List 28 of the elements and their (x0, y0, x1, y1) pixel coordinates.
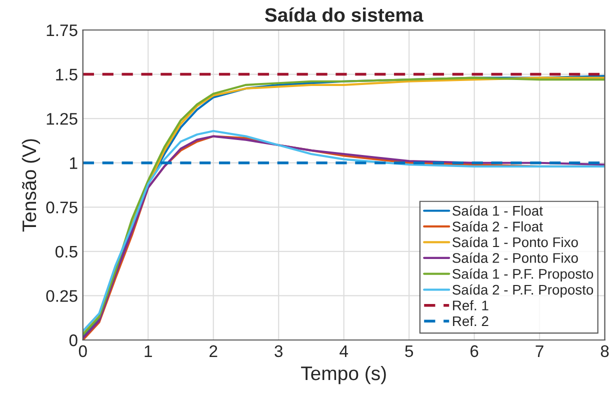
chart-title: Saída do sistema (264, 7, 424, 22)
x-tick-label: 1 (144, 345, 152, 357)
legend-label: Ref. 2 (453, 316, 488, 326)
legend-label: Saída 2 - Float (452, 221, 543, 232)
x-axis-title: Tempo (s) (301, 366, 386, 384)
y-tick-label: 1.5 (56, 68, 78, 80)
y-tick-label: 0.5 (56, 246, 78, 258)
y-tick-label: 1.75 (46, 24, 78, 36)
x-tick-label: 6 (470, 345, 478, 358)
legend-label: Saída 2 - P.F. Proposto (452, 284, 594, 298)
x-tick-label: 7 (536, 345, 544, 357)
y-tick-label: 0.25 (46, 290, 78, 302)
x-tick-label: 4 (340, 345, 348, 357)
x-tick-label: 3 (274, 345, 283, 358)
legend-label: Saída 2 - Ponto Fixo (452, 252, 578, 263)
x-tick-label: 2 (210, 345, 218, 357)
legend-label: Ref. 1 (453, 300, 488, 310)
x-tick-label: 0 (78, 345, 87, 358)
y-tick-label: 1.25 (46, 112, 78, 125)
x-tick-label: 5 (405, 345, 414, 358)
y-tick-label: 0 (69, 334, 78, 346)
y-tick-label: 1 (70, 157, 78, 169)
y-tick-label: 0.75 (46, 202, 78, 214)
legend-label: Saída 1 - Ponto Fixo (452, 236, 578, 248)
x-tick-label: 8 (600, 345, 609, 358)
y-axis-title: Tensão (V) (22, 139, 40, 232)
legend-label: Saída 1 - Float (452, 205, 543, 216)
legend-label: Saída 1 - P.F. Proposto (452, 268, 594, 282)
